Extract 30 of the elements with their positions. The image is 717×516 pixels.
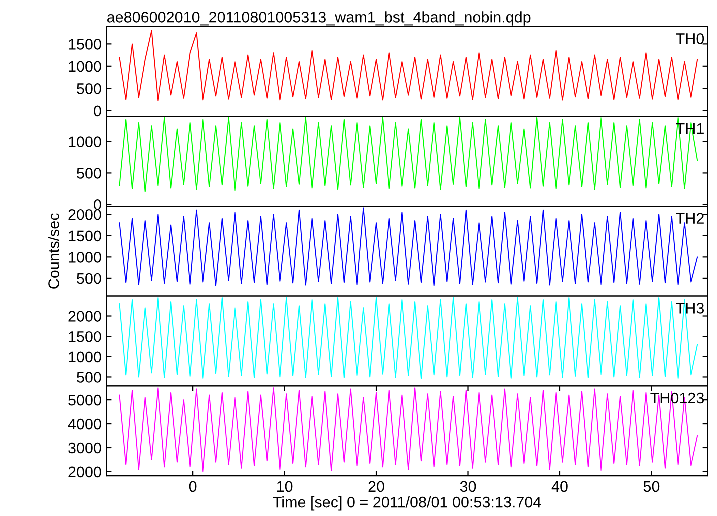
y-tick-label: 3000 xyxy=(68,442,102,454)
x-tick-label: 50 xyxy=(644,481,660,492)
y-tick-label: 2000 xyxy=(68,466,102,478)
y-tick-label: 2000 xyxy=(68,311,102,322)
x-tick-label: 40 xyxy=(552,481,568,492)
y-tick-label: 1500 xyxy=(69,230,102,242)
series-label: TH0 xyxy=(676,34,704,44)
y-tick-label: 0 xyxy=(94,199,102,210)
y-tick-label: 500 xyxy=(77,273,102,284)
y-tick-label: 2000 xyxy=(68,209,102,220)
series-label: TH2 xyxy=(676,213,704,224)
x-tick-label: 10 xyxy=(277,481,293,492)
x-tick-label: 20 xyxy=(368,481,384,492)
x-tick-label: 30 xyxy=(460,481,476,492)
y-tick-label: 1500 xyxy=(69,331,102,342)
y-tick-label: 1500 xyxy=(69,39,102,50)
y-tick-label: 1000 xyxy=(69,352,102,363)
y-axis-title: Counts/sec xyxy=(48,214,60,289)
y-tick-label: 500 xyxy=(77,168,102,179)
y-tick-label: 5000 xyxy=(68,394,102,406)
y-tick-label: 0 xyxy=(94,106,102,117)
x-tick-label: 0 xyxy=(189,481,197,492)
y-tick-label: 4000 xyxy=(68,418,102,430)
chart-title: ae806002010_20110801005313_wam1_bst_4band_nobin.qdp xyxy=(107,12,531,26)
x-axis-title: Time [sec] 0 = 2011/08/01 00:53:13.704 xyxy=(273,496,542,511)
y-tick-label: 1000 xyxy=(69,136,102,148)
y-tick-label: 1000 xyxy=(69,252,102,263)
y-tick-label: 500 xyxy=(77,84,102,94)
y-tick-label: 1000 xyxy=(69,61,102,72)
y-tick-label: 500 xyxy=(77,372,102,383)
